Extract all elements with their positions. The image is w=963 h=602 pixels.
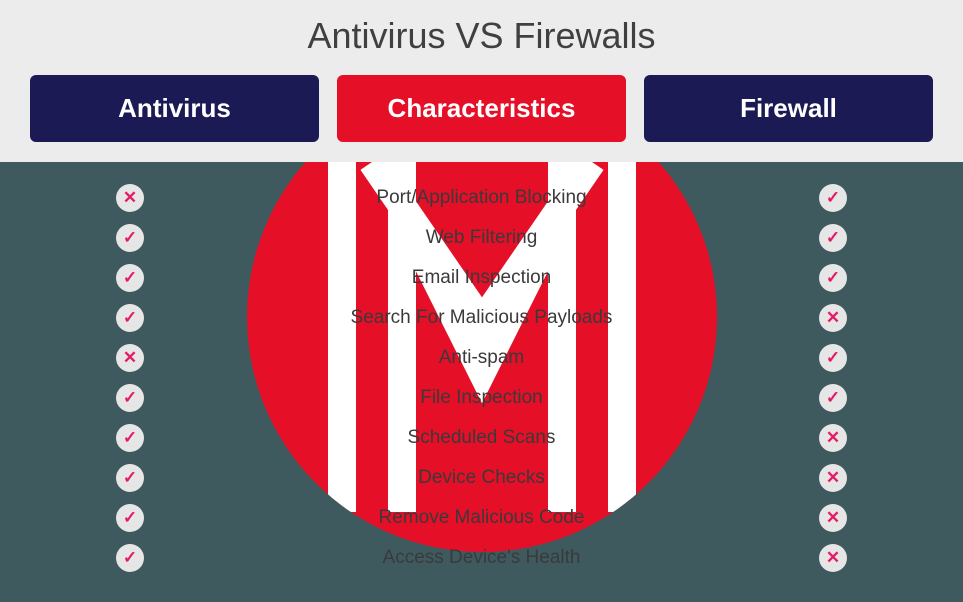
cross-icon: ✕	[116, 184, 144, 212]
characteristic-label: Email Inspection	[260, 267, 703, 289]
characteristic-label: Access Device's Health	[260, 547, 703, 569]
cross-icon: ✕	[819, 544, 847, 572]
firewall-cell: ✓	[703, 184, 963, 212]
check-icon: ✓	[819, 264, 847, 292]
comparison-row: ✕ Anti-spam ✓	[0, 344, 963, 372]
characteristic-label: Search For Malicious Payloads	[260, 307, 703, 329]
firewall-cell: ✓	[703, 384, 963, 412]
comparison-grid: ✕ Port/Application Blocking ✓ ✓ Web Filterin…	[0, 162, 963, 572]
firewall-cell: ✓	[703, 224, 963, 252]
firewall-cell: ✕	[703, 424, 963, 452]
check-icon: ✓	[819, 384, 847, 412]
antivirus-cell: ✓	[0, 504, 260, 532]
comparison-row: ✓ File Inspection ✓	[0, 384, 963, 412]
characteristic-label: Port/Application Blocking	[260, 187, 703, 209]
check-icon: ✓	[116, 384, 144, 412]
comparison-row: ✓ Search For Malicious Payloads ✕	[0, 304, 963, 332]
firewall-cell: ✓	[703, 344, 963, 372]
firewall-cell: ✕	[703, 504, 963, 532]
firewall-header: Firewall	[644, 75, 933, 142]
firewall-cell: ✓	[703, 264, 963, 292]
content-section: ✕ Port/Application Blocking ✓ ✓ Web Filterin…	[0, 162, 963, 602]
page-title: Antivirus VS Firewalls	[30, 15, 933, 57]
antivirus-cell: ✓	[0, 264, 260, 292]
check-icon: ✓	[819, 224, 847, 252]
antivirus-cell: ✓	[0, 544, 260, 572]
comparison-row: ✕ Port/Application Blocking ✓	[0, 184, 963, 212]
header-section: Antivirus VS Firewalls Antivirus Charact…	[0, 0, 963, 162]
check-icon: ✓	[116, 424, 144, 452]
characteristic-label: Anti-spam	[260, 347, 703, 369]
antivirus-cell: ✓	[0, 384, 260, 412]
check-icon: ✓	[116, 544, 144, 572]
cross-icon: ✕	[819, 424, 847, 452]
check-icon: ✓	[116, 464, 144, 492]
cross-icon: ✕	[819, 304, 847, 332]
comparison-row: ✓ Access Device's Health ✕	[0, 544, 963, 572]
antivirus-cell: ✕	[0, 344, 260, 372]
check-icon: ✓	[116, 304, 144, 332]
firewall-cell: ✕	[703, 304, 963, 332]
column-headers: Antivirus Characteristics Firewall	[30, 75, 933, 142]
firewall-cell: ✕	[703, 544, 963, 572]
check-icon: ✓	[116, 264, 144, 292]
cross-icon: ✕	[116, 344, 144, 372]
antivirus-cell: ✓	[0, 464, 260, 492]
check-icon: ✓	[819, 184, 847, 212]
antivirus-cell: ✕	[0, 184, 260, 212]
characteristic-label: Web Filtering	[260, 227, 703, 249]
characteristic-label: Remove Malicious Code	[260, 507, 703, 529]
antivirus-cell: ✓	[0, 304, 260, 332]
comparison-row: ✓ Web Filtering ✓	[0, 224, 963, 252]
characteristic-label: Device Checks	[260, 467, 703, 489]
comparison-row: ✓ Remove Malicious Code ✕	[0, 504, 963, 532]
check-icon: ✓	[819, 344, 847, 372]
check-icon: ✓	[116, 504, 144, 532]
characteristics-header: Characteristics	[337, 75, 626, 142]
cross-icon: ✕	[819, 464, 847, 492]
comparison-row: ✓ Scheduled Scans ✕	[0, 424, 963, 452]
characteristic-label: File Inspection	[260, 387, 703, 409]
comparison-row: ✓ Email Inspection ✓	[0, 264, 963, 292]
characteristic-label: Scheduled Scans	[260, 427, 703, 449]
antivirus-cell: ✓	[0, 224, 260, 252]
comparison-row: ✓ Device Checks ✕	[0, 464, 963, 492]
antivirus-header: Antivirus	[30, 75, 319, 142]
cross-icon: ✕	[819, 504, 847, 532]
antivirus-cell: ✓	[0, 424, 260, 452]
firewall-cell: ✕	[703, 464, 963, 492]
check-icon: ✓	[116, 224, 144, 252]
